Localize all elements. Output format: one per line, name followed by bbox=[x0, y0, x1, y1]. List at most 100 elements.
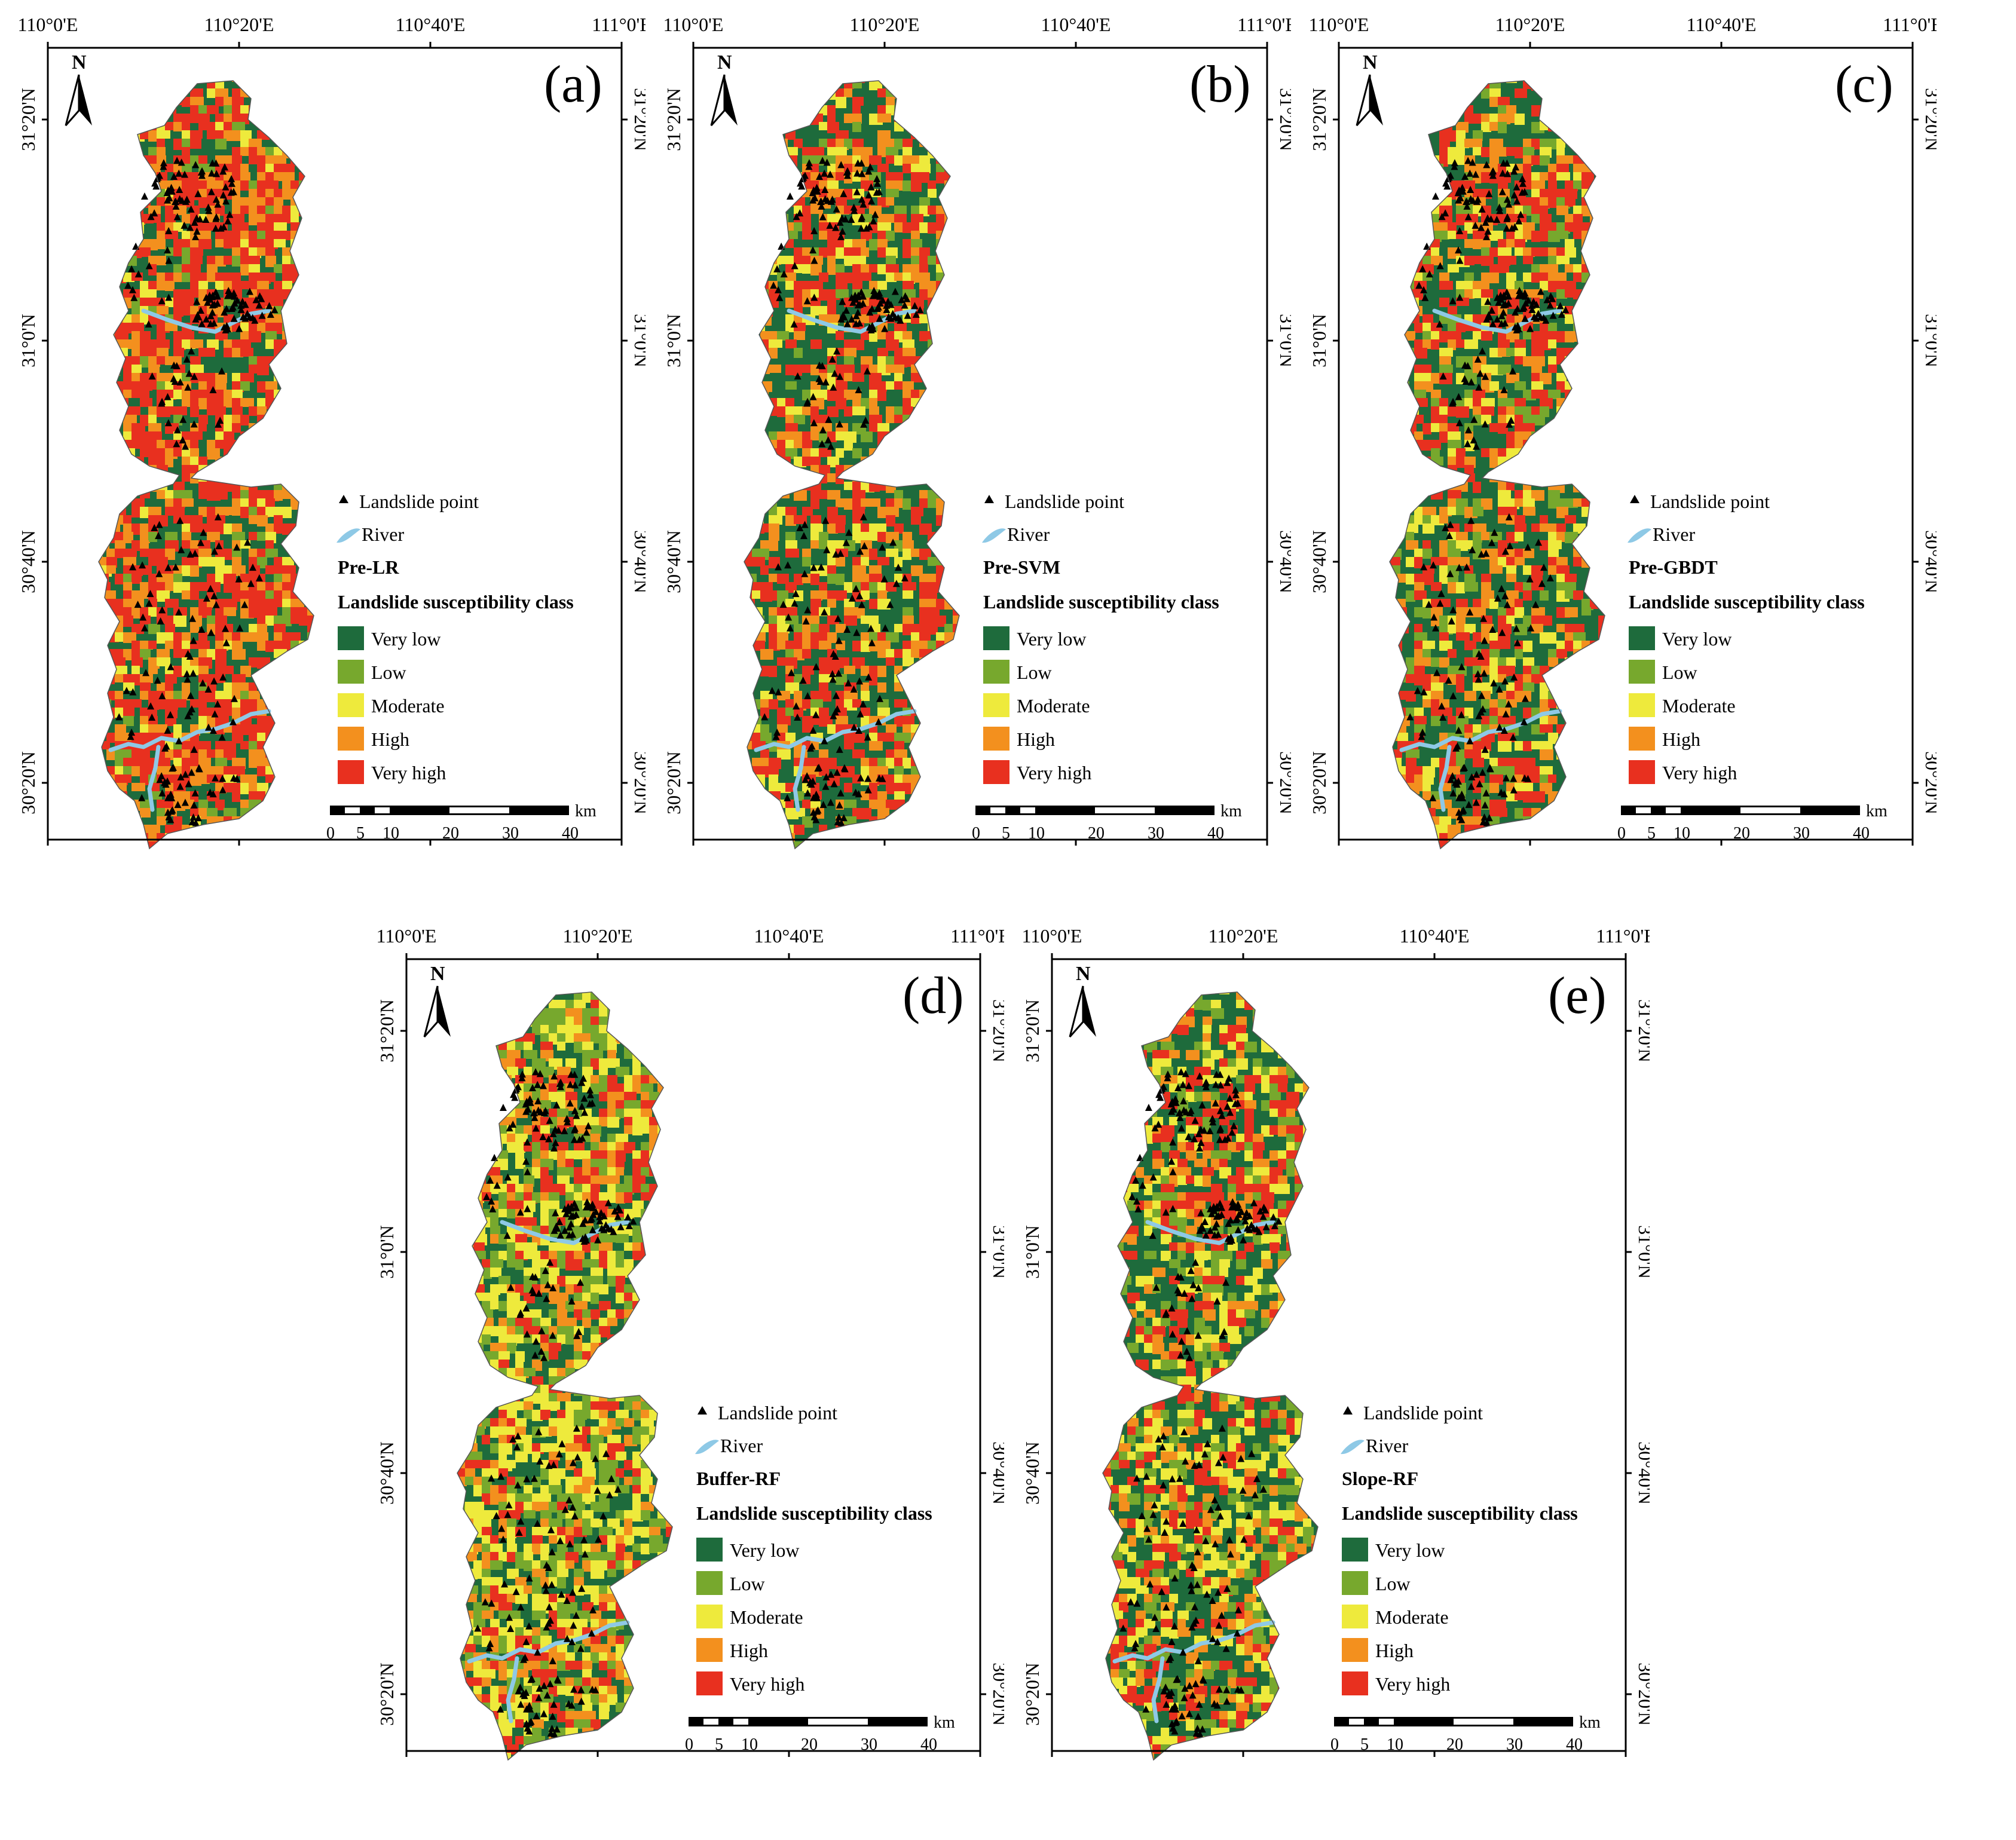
legend-landslide-point: Landslide point bbox=[1005, 491, 1124, 512]
scale-unit: km bbox=[575, 802, 596, 821]
legend-swatch bbox=[983, 660, 1009, 684]
legend-swatch bbox=[338, 626, 364, 650]
scale-tick-label: 5 bbox=[715, 1735, 723, 1754]
scale-tick-label: 0 bbox=[1330, 1735, 1339, 1754]
legend-class-label: Very high bbox=[1375, 1673, 1450, 1695]
legend-model-name: Pre-LR bbox=[338, 556, 399, 578]
north-arrow-icon: N bbox=[423, 963, 451, 1037]
north-label: N bbox=[1363, 51, 1378, 74]
lat-tick-right: 30°40'N bbox=[631, 530, 646, 593]
scale-tick-label: 10 bbox=[741, 1735, 758, 1754]
legend-class-label: Low bbox=[371, 662, 406, 683]
lon-tick-bottom: 111°0'E bbox=[950, 1762, 1004, 1763]
map-frame: 110°0'E 110°0'E 110°20'E 110°20'E 110°40'E 11… bbox=[17, 14, 646, 852]
legend-class-label: Very low bbox=[1375, 1539, 1445, 1561]
lat-tick-right: 31°0'N bbox=[631, 314, 646, 368]
panel-svg: 110°0'E 110°0'E 110°20'E 110°20'E 110°40'E 11… bbox=[1308, 14, 1937, 852]
map-panel-e: 110°0'E 110°0'E 110°20'E 110°20'E 110°40'E 11… bbox=[1004, 911, 1650, 1763]
lat-tick-left: 30°40'N bbox=[17, 530, 39, 593]
lat-tick-left: 30°20'N bbox=[376, 1663, 397, 1726]
legend: Landslide point River Buffer-RF Landslide s… bbox=[695, 1402, 932, 1695]
map-frame: 110°0'E 110°0'E 110°20'E 110°20'E 110°40'E 11… bbox=[663, 14, 1291, 852]
landslide-point-icon bbox=[1630, 495, 1639, 503]
legend: Landslide point River Pre-SVM Landslide sus… bbox=[982, 491, 1219, 784]
legend-river: River bbox=[1007, 523, 1050, 545]
legend-class-label: High bbox=[371, 728, 409, 750]
legend-class-label: Very low bbox=[730, 1539, 799, 1561]
map-frame: 110°0'E 110°0'E 110°20'E 110°20'E 110°40'E 11… bbox=[1308, 14, 1937, 852]
legend-class-label: Very high bbox=[371, 762, 446, 783]
landslide-point-icon bbox=[698, 1406, 707, 1415]
landslide-points bbox=[474, 1068, 637, 1738]
panel-letter: (e) bbox=[1548, 967, 1607, 1025]
north-label: N bbox=[430, 963, 445, 985]
river-lines bbox=[1112, 1220, 1275, 1723]
scale-tick-label: 0 bbox=[326, 824, 335, 843]
lat-tick-right: 31°20'N bbox=[989, 999, 1004, 1063]
lon-tick-top: 110°0'E bbox=[663, 14, 724, 35]
legend-swatch bbox=[696, 1638, 723, 1662]
lon-tick-bottom: 110°0'E bbox=[663, 851, 724, 852]
legend-class-label: Very high bbox=[730, 1673, 804, 1695]
scale-tick-label: 5 bbox=[1002, 824, 1010, 843]
lon-tick-bottom: 111°0'E bbox=[1883, 851, 1937, 852]
lon-tick-bottom: 111°0'E bbox=[592, 851, 646, 852]
lat-tick-left: 31°0'N bbox=[376, 1225, 397, 1279]
legend-class-title: Landslide susceptibility class bbox=[1629, 591, 1865, 613]
legend-swatch bbox=[1629, 760, 1655, 784]
legend-landslide-point: Landslide point bbox=[1363, 1402, 1483, 1423]
lat-tick-left: 30°40'N bbox=[1021, 1441, 1043, 1505]
lon-tick-top: 111°0'E bbox=[1237, 14, 1291, 35]
scale-tick-label: 10 bbox=[1674, 824, 1690, 843]
scale-tick-label: 40 bbox=[1566, 1735, 1583, 1754]
legend-river: River bbox=[1366, 1435, 1408, 1456]
legend-class-title: Landslide susceptibility class bbox=[338, 591, 574, 613]
legend-swatch bbox=[338, 760, 364, 784]
susceptibility-raster bbox=[457, 992, 672, 1760]
panel-letter: (c) bbox=[1835, 56, 1893, 114]
lon-tick-bottom: 110°20'E bbox=[1209, 1762, 1278, 1763]
lat-tick-right: 30°20'N bbox=[1922, 751, 1937, 815]
scale-tick-label: 20 bbox=[1446, 1735, 1463, 1754]
scale-tick-label: 5 bbox=[356, 824, 365, 843]
legend-swatch bbox=[983, 760, 1009, 784]
panel-letter: (d) bbox=[903, 967, 964, 1025]
map-panel-b: 110°0'E 110°0'E 110°20'E 110°20'E 110°40'E 11… bbox=[646, 0, 1291, 852]
lat-tick-left: 31°20'N bbox=[663, 88, 684, 151]
lat-tick-right: 31°0'N bbox=[1635, 1225, 1650, 1279]
lon-tick-top: 110°40'E bbox=[1400, 925, 1470, 947]
lon-tick-bottom: 111°0'E bbox=[1596, 1762, 1650, 1763]
lon-tick-top: 110°0'E bbox=[1309, 14, 1369, 35]
landslide-point-icon bbox=[1343, 1406, 1353, 1415]
legend-class-label: High bbox=[730, 1640, 768, 1661]
north-arrow-icon: N bbox=[1356, 51, 1383, 126]
scale-tick-label: 20 bbox=[1088, 824, 1105, 843]
scale-tick-label: 30 bbox=[502, 824, 519, 843]
north-label: N bbox=[717, 51, 732, 74]
lon-tick-top: 110°20'E bbox=[204, 14, 274, 35]
lon-tick-top: 111°0'E bbox=[950, 925, 1004, 947]
legend-class-label: Moderate bbox=[1662, 695, 1736, 717]
legend-class-label: Moderate bbox=[371, 695, 445, 717]
legend-swatch bbox=[338, 693, 364, 717]
scale-tick-label: 20 bbox=[1733, 824, 1750, 843]
lat-tick-right: 30°20'N bbox=[989, 1663, 1004, 1726]
legend-swatch bbox=[1629, 727, 1655, 751]
legend-class-label: Low bbox=[1375, 1573, 1411, 1594]
lon-tick-bottom: 110°20'E bbox=[204, 851, 274, 852]
legend-swatch bbox=[696, 1538, 723, 1562]
legend-swatch bbox=[1342, 1538, 1368, 1562]
panel-svg: 110°0'E 110°0'E 110°20'E 110°20'E 110°40'E 11… bbox=[17, 14, 646, 852]
scale-unit: km bbox=[934, 1713, 955, 1732]
legend: Landslide point River Slope-RF Landslide su… bbox=[1341, 1402, 1578, 1695]
lat-tick-left: 30°20'N bbox=[663, 751, 684, 815]
river-icon bbox=[1628, 528, 1651, 543]
lon-tick-top: 110°40'E bbox=[1041, 14, 1111, 35]
scale-bar: 0 5 10 20 30 40 km bbox=[1617, 802, 1887, 843]
lat-tick-left: 31°0'N bbox=[17, 314, 39, 368]
scale-tick-label: 30 bbox=[861, 1735, 877, 1754]
scale-tick-label: 30 bbox=[1793, 824, 1810, 843]
lon-tick-top: 111°0'E bbox=[1596, 925, 1650, 947]
lon-tick-bottom: 110°0'E bbox=[1309, 851, 1369, 852]
scale-tick-label: 40 bbox=[920, 1735, 937, 1754]
